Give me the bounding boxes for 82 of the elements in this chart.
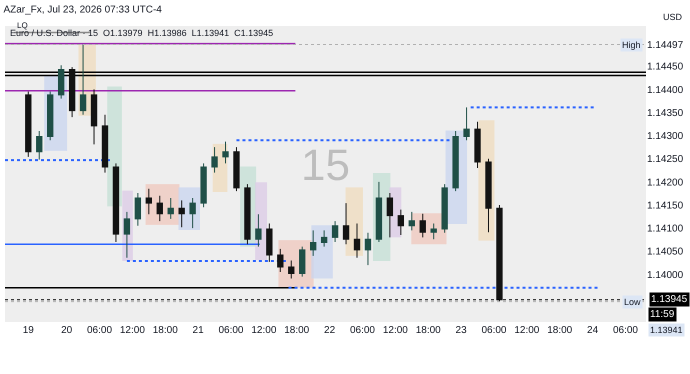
candlestick <box>441 184 448 234</box>
candlestick <box>364 232 372 266</box>
x-tick-label: 18:00 <box>547 325 573 336</box>
x-tick-label: 06:00 <box>612 325 638 336</box>
candlestick <box>222 141 229 164</box>
x-tick-label: 24 <box>587 325 599 336</box>
candlestick <box>211 146 218 174</box>
y-tick-label: 1.14050 <box>647 246 684 258</box>
candlestick <box>474 121 481 168</box>
y-tick-label: 1.14400 <box>647 84 684 96</box>
candlestick <box>320 230 328 248</box>
candlestick <box>178 200 185 228</box>
candlestick <box>134 192 142 226</box>
y-tick-label: 1.14150 <box>647 200 684 212</box>
candlestick <box>80 44 86 116</box>
candlestick <box>156 195 163 222</box>
x-tick-label: 12:00 <box>382 325 408 336</box>
chart-title: AZar_Fx, Jul 23, 2026 07:33 UTC-4 <box>3 4 162 16</box>
x-tick-label: 19 <box>22 325 34 336</box>
y-tick-label: 1.14250 <box>647 154 684 166</box>
candlestick <box>36 130 42 160</box>
x-tick-label: 06:00 <box>481 325 507 336</box>
y-axis-title: USD <box>663 12 682 22</box>
candlestick <box>277 248 284 273</box>
candlestick <box>168 198 174 220</box>
annotation: 1.13941 <box>650 325 683 335</box>
x-tick-label: 12:00 <box>120 325 146 336</box>
candlestick <box>244 184 251 245</box>
candlestick <box>463 106 470 141</box>
y-tick-label: 1.14350 <box>647 108 684 119</box>
candlestick <box>386 192 394 238</box>
x-tick-label: 06:00 <box>86 325 112 336</box>
y-tick-label: 1.14200 <box>647 177 684 188</box>
y-tick-label: 1.14300 <box>647 131 684 142</box>
candlestick <box>68 66 76 118</box>
x-tick-label: 06:00 <box>350 325 376 336</box>
y-tick-label: 1.14450 <box>647 62 684 73</box>
candlestick <box>266 222 273 262</box>
candlestick <box>200 162 207 208</box>
x-tick-label: 22 <box>324 325 336 336</box>
chart-subtitle: Euro / U.S. Dollar · 15 O1.13979 H1.13986 L1.13941 C1.13945 <box>10 28 274 38</box>
ref-line-label: Low <box>624 297 642 307</box>
candlestick <box>288 260 294 280</box>
candlestick <box>189 198 196 229</box>
candlestick <box>90 88 98 145</box>
candlestick <box>485 158 492 233</box>
candlestick <box>430 222 437 240</box>
x-tick-label: 06:00 <box>218 325 244 336</box>
candlestick <box>354 222 360 258</box>
candlestick <box>496 204 503 302</box>
x-tick-label: 18:00 <box>416 325 442 336</box>
candlestick <box>255 214 262 248</box>
y-tick-label: 1.14497 <box>647 40 684 51</box>
candlestick <box>47 91 54 141</box>
x-tick-label: 12:00 <box>251 325 277 336</box>
ref-line-label: High <box>622 40 641 50</box>
x-tick-label: 18:00 <box>152 325 178 336</box>
ref-line-label: 1.13945 <box>651 294 688 305</box>
candlestick <box>112 162 120 242</box>
candlestick <box>102 114 108 174</box>
x-tick-label: 20 <box>61 325 73 336</box>
candlestick <box>233 146 240 192</box>
candlestick <box>299 246 306 278</box>
annotation: LQ <box>17 21 28 30</box>
candlestick <box>376 181 382 242</box>
candlestick <box>408 211 415 231</box>
candlestick <box>146 188 152 215</box>
candlestick <box>310 230 316 256</box>
candlestick <box>342 202 350 245</box>
candlestick <box>420 213 426 238</box>
y-tick-label: 1.14000 <box>647 270 684 281</box>
candlestick <box>332 220 338 242</box>
x-tick-label: 12:00 <box>514 325 540 336</box>
x-tick-label: 18:00 <box>284 325 310 336</box>
candlestick <box>58 64 64 100</box>
candlestick <box>398 209 404 236</box>
x-tick-label: 21 <box>192 325 204 336</box>
x-tick-label: 23 <box>456 325 468 336</box>
candlestick <box>452 130 459 192</box>
candlestick <box>25 91 32 158</box>
y-tick-label: 1.14100 <box>647 224 684 235</box>
annotation: 11:59 <box>650 309 675 320</box>
